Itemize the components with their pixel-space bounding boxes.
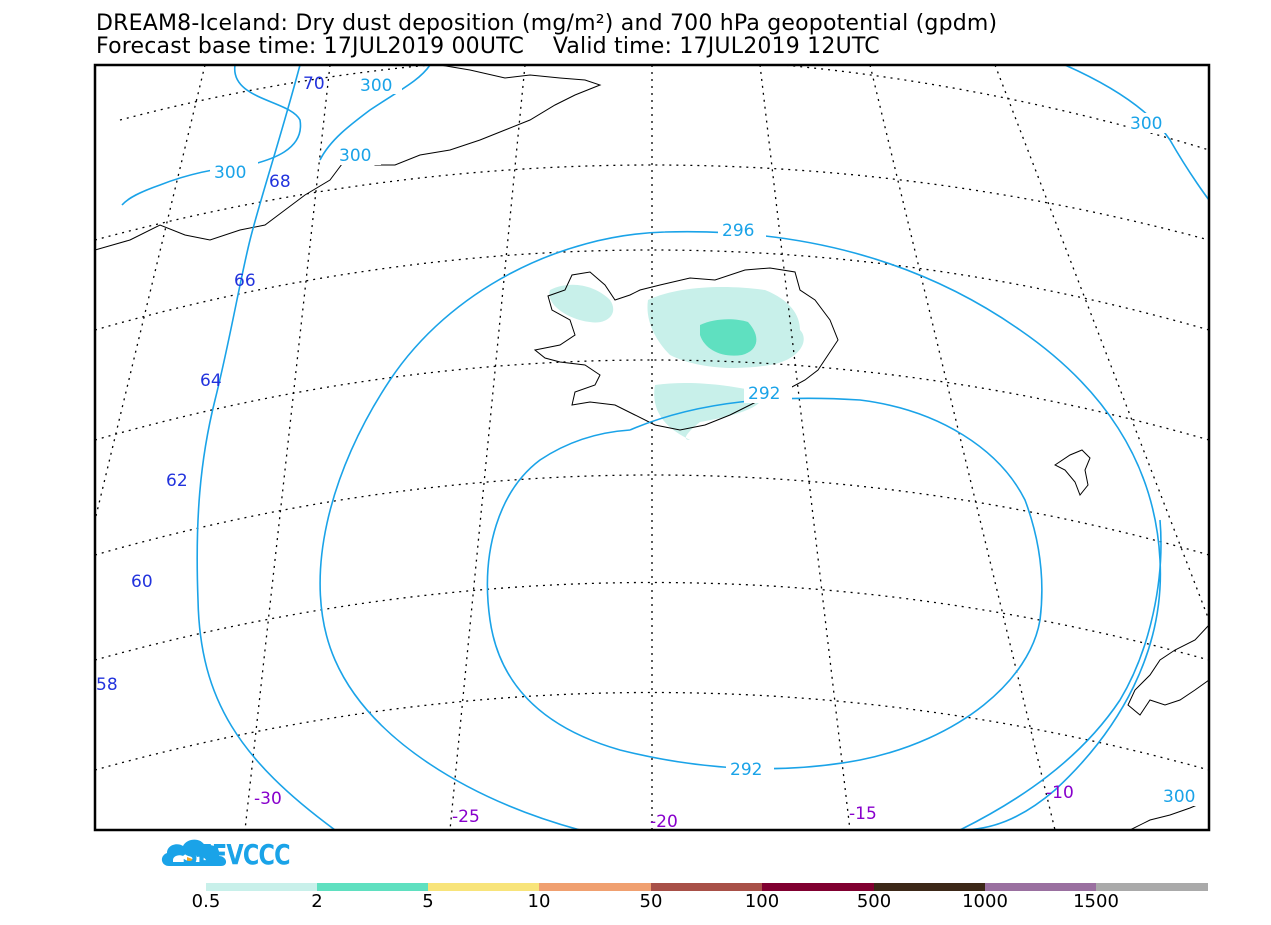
colorbar-segment-4 [539, 883, 651, 891]
geopotential-contours [121, 65, 1209, 830]
longitude-labels: -30 -25 -20 -15 -10 [254, 783, 1074, 832]
contour-label-300-b: 300 [339, 146, 371, 166]
colorbar-label-5: 5 [422, 891, 434, 912]
lat-label-62: 62 [166, 471, 188, 491]
lat-label-70: 70 [303, 74, 325, 94]
colorbar-segment-8 [985, 883, 1096, 891]
graticule [95, 65, 1209, 830]
latitude-labels: 70 68 66 64 62 60 58 [96, 74, 325, 695]
lon-label-minus30: -30 [254, 789, 282, 809]
colorbar-label-500: 500 [856, 891, 892, 912]
dust-deposition-area [549, 284, 804, 440]
colorbar-segment-5 [651, 883, 762, 891]
contour-label-300-a: 300 [360, 76, 392, 96]
lat-label-60: 60 [131, 572, 153, 592]
colorbar-label-1000: 1000 [962, 891, 1008, 912]
colorbar-label-2: 2 [311, 891, 323, 912]
contour-300-se [959, 519, 1162, 830]
contour-300-east [1064, 65, 1209, 201]
lon-label-minus25: -25 [452, 807, 480, 827]
seevccc-cloud-icon [161, 839, 227, 866]
contour-labels: 300 300 300 300 300 296 292 292 [210, 74, 1208, 807]
colorbar-label-10: 10 [527, 891, 551, 912]
contour-292 [486, 397, 1043, 770]
title-line-2: Forecast base time: 17JUL2019 00UTC Vali… [96, 34, 880, 59]
lat-label-58: 58 [96, 675, 118, 695]
colorbar-segment-3 [428, 883, 539, 891]
colorbar-segment-7 [874, 883, 985, 891]
norway-coastline [1127, 624, 1209, 716]
contour-label-292-b: 292 [730, 760, 762, 780]
contour-label-300-d: 300 [1130, 114, 1162, 134]
colorbar-segment-9 [1096, 883, 1208, 891]
lat-label-64: 64 [200, 371, 222, 391]
lon-label-minus10: -10 [1046, 783, 1074, 803]
contour-300-west [196, 65, 336, 830]
colorbar-label-0-5: 0.5 [191, 891, 221, 912]
lon-label-minus15: -15 [849, 804, 877, 824]
colorbar-label-100: 100 [744, 891, 780, 912]
contour-296 [319, 230, 1162, 830]
colorbar-segment-1 [206, 883, 317, 891]
seevccc-logo-text: SEEVCCC [182, 838, 291, 871]
greenland-coastline [95, 65, 602, 251]
lat-label-68: 68 [269, 172, 291, 192]
title-line-1: DREAM8-Iceland: Dry dust deposition (mg/… [96, 11, 998, 36]
contour-label-296: 296 [722, 221, 754, 241]
faroe-coastline [1054, 449, 1091, 496]
colorbar-label-1500: 1500 [1073, 891, 1119, 912]
colorbar-segment-2 [317, 883, 428, 891]
contour-300-north [319, 65, 431, 161]
iceland-coastline [533, 267, 839, 431]
coastlines [95, 65, 1209, 830]
colorbar-segment-6 [762, 883, 874, 891]
colorbar-label-50: 50 [639, 891, 663, 912]
contour-label-300-c: 300 [214, 163, 246, 183]
contour-label-300-e: 300 [1163, 787, 1195, 807]
lat-label-66: 66 [234, 271, 256, 291]
lon-label-minus20: -20 [650, 812, 678, 832]
map-frame [93, 63, 1211, 832]
contour-label-292-a: 292 [748, 384, 780, 404]
